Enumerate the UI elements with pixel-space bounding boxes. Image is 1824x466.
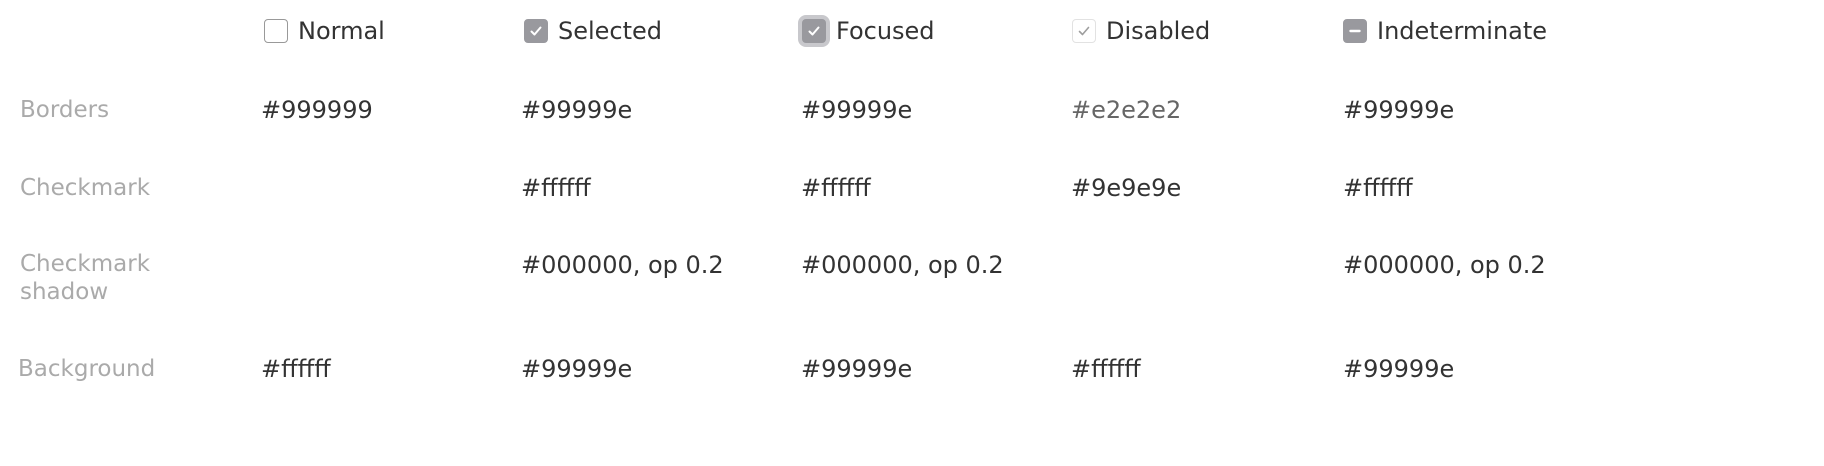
cell-borders-disabled: #e2e2e2 xyxy=(1071,96,1182,124)
checkbox-empty-icon[interactable] xyxy=(264,19,288,43)
cell-checkmark-disabled: #9e9e9e xyxy=(1071,174,1182,202)
checkbox-checked-focused-icon[interactable] xyxy=(802,19,826,43)
cell-checkmark-selected: #ffffff xyxy=(521,174,591,202)
state-focused: Focused xyxy=(802,16,935,46)
cell-shadow-selected: #000000, op 0.2 xyxy=(521,251,724,279)
cell-checkmark-focused: #ffffff xyxy=(801,174,871,202)
state-label-disabled: Disabled xyxy=(1106,17,1211,45)
state-disabled: Disabled xyxy=(1072,16,1210,46)
state-label-focused: Focused xyxy=(836,17,935,45)
state-label-selected: Selected xyxy=(558,17,663,45)
cell-background-indeterminate: #99999e xyxy=(1343,355,1455,383)
cell-borders-selected: #99999e xyxy=(521,96,633,124)
state-selected: Selected xyxy=(524,16,662,46)
row-label-borders: Borders xyxy=(20,97,110,123)
cell-borders-indeterminate: #99999e xyxy=(1343,96,1455,124)
row-label-checkmark-shadow: Checkmark shadow xyxy=(20,251,151,305)
cell-background-disabled: #ffffff xyxy=(1071,355,1141,383)
cell-checkmark-indeterminate: #ffffff xyxy=(1343,174,1413,202)
cell-shadow-indeterminate: #000000, op 0.2 xyxy=(1343,251,1546,279)
state-label-indeterminate: Indeterminate xyxy=(1377,17,1548,45)
row-label-checkmark: Checkmark xyxy=(20,175,151,201)
cell-shadow-focused: #000000, op 0.2 xyxy=(801,251,1004,279)
cell-borders-focused: #99999e xyxy=(801,96,913,124)
row-label-background: Background xyxy=(18,356,156,382)
cell-borders-normal: #999999 xyxy=(261,96,373,124)
checkbox-checked-disabled-icon xyxy=(1072,19,1096,43)
checkmark-icon xyxy=(1078,26,1090,36)
cell-background-selected: #99999e xyxy=(521,355,633,383)
state-indeterminate: Indeterminate xyxy=(1343,16,1547,46)
checkmark-icon xyxy=(808,26,820,36)
dash-icon xyxy=(1349,29,1361,33)
checkbox-checked-icon[interactable] xyxy=(524,19,548,43)
cell-background-focused: #99999e xyxy=(801,355,913,383)
checkbox-indeterminate-icon[interactable] xyxy=(1343,19,1367,43)
checkmark-icon xyxy=(530,26,542,36)
state-label-normal: Normal xyxy=(298,17,385,45)
cell-background-normal: #ffffff xyxy=(261,355,331,383)
state-normal: Normal xyxy=(264,16,385,46)
